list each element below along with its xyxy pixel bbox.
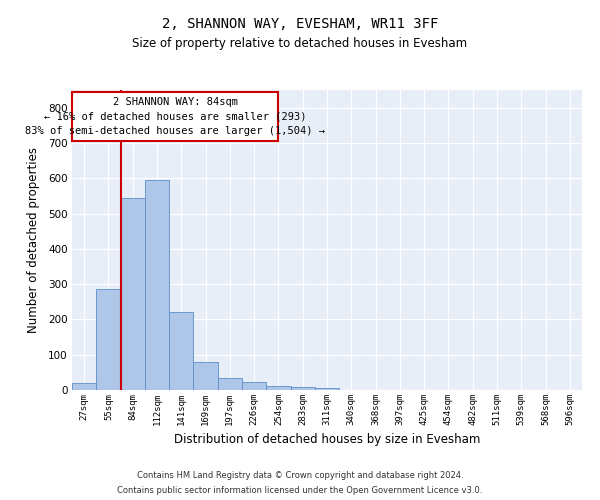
- Bar: [193, 362, 218, 390]
- Bar: [145, 180, 169, 390]
- Bar: [290, 387, 315, 390]
- Bar: [315, 388, 339, 390]
- Text: Contains HM Land Registry data © Crown copyright and database right 2024.: Contains HM Land Registry data © Crown c…: [137, 471, 463, 480]
- Bar: [72, 383, 96, 390]
- Text: ← 16% of detached houses are smaller (293): ← 16% of detached houses are smaller (29…: [44, 112, 307, 122]
- Text: 2, SHANNON WAY, EVESHAM, WR11 3FF: 2, SHANNON WAY, EVESHAM, WR11 3FF: [162, 18, 438, 32]
- Bar: [169, 312, 193, 390]
- Text: Contains public sector information licensed under the Open Government Licence v3: Contains public sector information licen…: [118, 486, 482, 495]
- Bar: [218, 378, 242, 390]
- X-axis label: Distribution of detached houses by size in Evesham: Distribution of detached houses by size …: [174, 434, 480, 446]
- Bar: [266, 386, 290, 390]
- Y-axis label: Number of detached properties: Number of detached properties: [27, 147, 40, 333]
- Text: Size of property relative to detached houses in Evesham: Size of property relative to detached ho…: [133, 38, 467, 51]
- Bar: [121, 198, 145, 390]
- Text: 2 SHANNON WAY: 84sqm: 2 SHANNON WAY: 84sqm: [113, 98, 238, 108]
- Bar: [96, 288, 121, 390]
- Bar: [72, 92, 278, 141]
- Bar: [242, 382, 266, 390]
- Text: 83% of semi-detached houses are larger (1,504) →: 83% of semi-detached houses are larger (…: [25, 126, 325, 136]
